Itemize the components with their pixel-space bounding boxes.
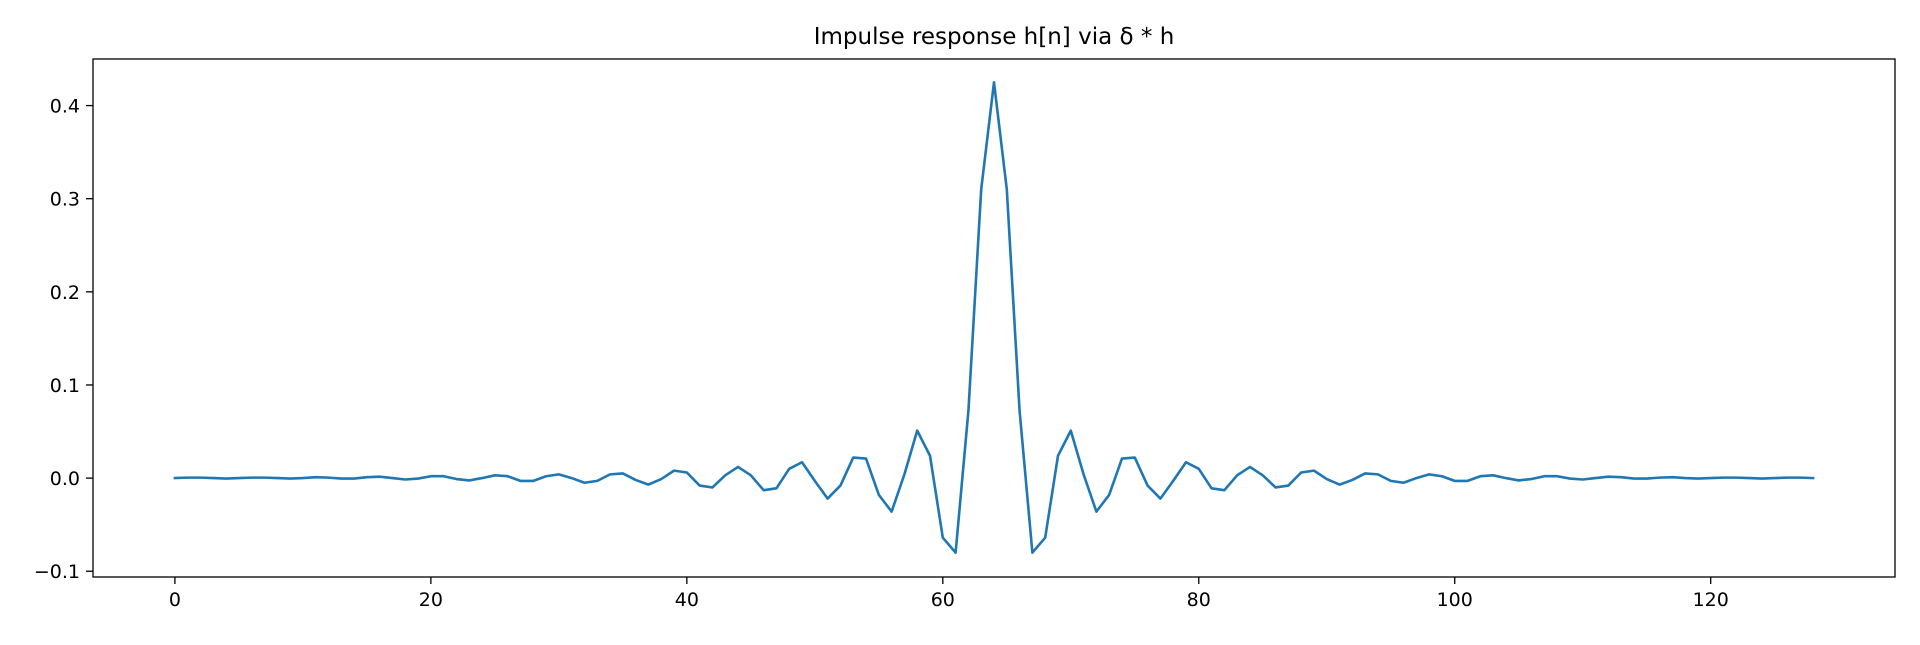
y-tick-label: 0.4	[50, 96, 80, 118]
x-tick-label: 40	[675, 589, 699, 611]
y-tick-label: 0.0	[50, 468, 80, 490]
x-tick-label: 100	[1437, 589, 1473, 611]
x-tick-label: 60	[931, 589, 955, 611]
x-tick-label: 80	[1187, 589, 1211, 611]
x-tick-label: 20	[419, 589, 443, 611]
y-tick-label: 0.2	[50, 282, 80, 304]
y-tick-label: 0.1	[50, 375, 80, 397]
axes-frame	[92, 58, 1896, 578]
series-layer	[173, 80, 1815, 554]
y-tick-label: 0.3	[50, 189, 80, 211]
x-tick-label: 120	[1693, 589, 1729, 611]
series-line	[173, 80, 1815, 554]
y-tick-label: −0.1	[34, 561, 80, 583]
chart-title: Impulse response h[n] via δ * h	[814, 24, 1175, 50]
axis-ticks: 0 20 40 60 80 100 120 −0.1 0.0 0.1 0.2 0.3 0.4	[34, 96, 1729, 611]
x-tick-label: 0	[169, 589, 181, 611]
